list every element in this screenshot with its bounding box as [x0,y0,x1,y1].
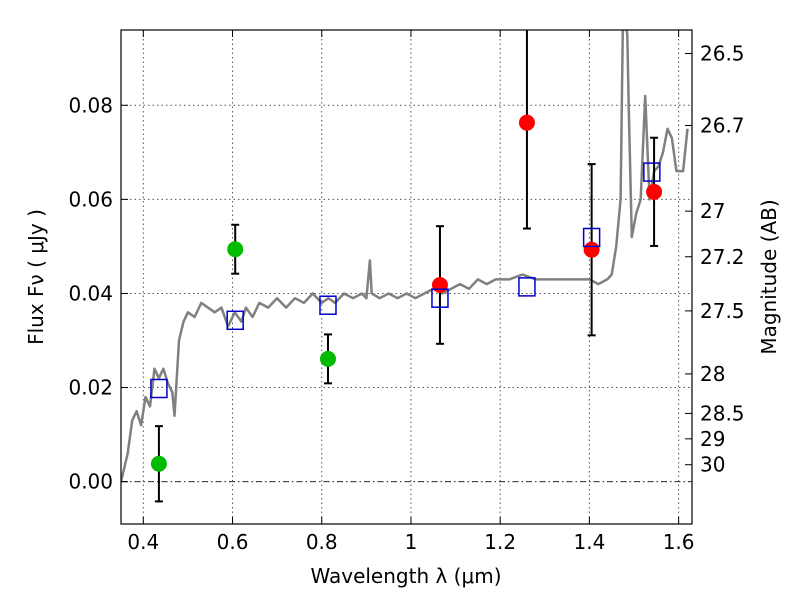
magnitude-tick-label: 26.7 [700,114,745,138]
magnitude-tick-label: 26.5 [700,42,745,66]
right-axis-title: Magnitude (AB) [757,199,781,354]
magnitude-tick-label: 29 [700,427,725,451]
flux-point [583,241,600,258]
flux-point [518,114,535,131]
x-tick-label: 0.8 [306,530,338,554]
model-flux-square [150,378,168,399]
x-tick-label: 1.2 [484,530,516,554]
magnitude-tick-label: 28 [700,362,725,386]
model-spectrum-layer [121,30,689,482]
x-tick-label: 1.6 [663,530,695,554]
grid-lines [121,30,692,524]
model-spectrum-line [121,30,689,482]
magnitude-tick-label: 30 [700,453,725,477]
magnitude-tick-label: 27.5 [700,299,745,323]
x-tick-label: 0.4 [127,530,159,554]
x-axis-title: Wavelength λ (μm) [310,564,501,588]
y-tick-label: 0.04 [68,281,113,305]
y-tick-label: 0.02 [68,376,113,400]
flux-point [319,350,336,367]
plot-frame [120,29,693,525]
model-flux-square [319,295,337,315]
model-flux-square [226,310,244,331]
magnitude-tick-label: 27.2 [700,245,745,269]
flux-point [227,241,244,258]
x-tick-label: 1.4 [573,530,605,554]
x-tick-label: 0.6 [217,530,249,554]
magnitude-tick-label: 28.5 [700,401,745,425]
y-tick-label: 0.08 [68,93,113,117]
flux-point [150,455,167,472]
model-flux-square [643,162,661,182]
y-tick-label: 0.00 [68,470,113,494]
model-flux-square [431,288,449,308]
model-flux-square [518,277,536,297]
flux-point [431,276,448,293]
y-tick-label: 0.06 [68,187,113,211]
axis-ticks: 0.4 0.6 0.8 1 1.2 1.4 1.6 0.00 0.02 0.04 0.06 0.08 2… [68,30,745,554]
data-points-layer [150,30,663,503]
magnitude-tick-label: 27 [700,199,725,223]
y-axis-title: Flux Fν ( μJy ) [24,209,48,345]
x-tick-label: 1 [405,530,418,554]
flux-point [646,183,663,200]
model-flux-square [582,227,601,248]
